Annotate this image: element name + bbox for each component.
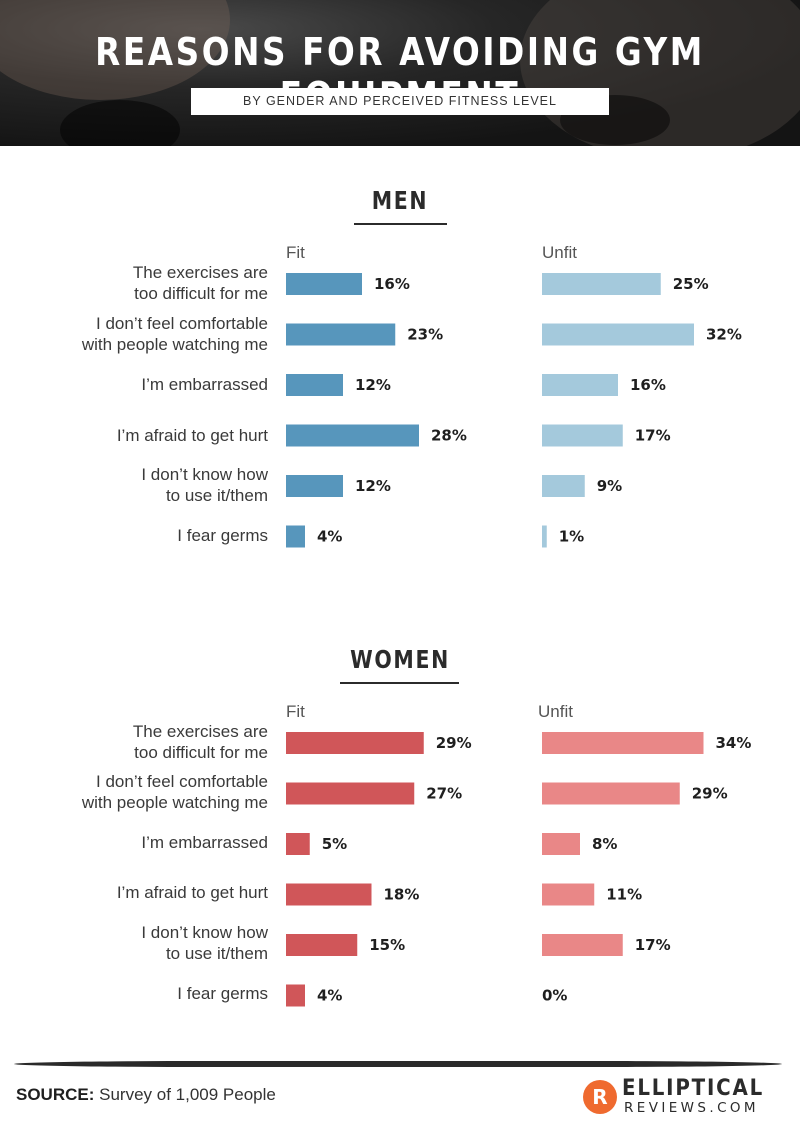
men-unfit-bar-1: [542, 273, 661, 295]
men-category-label-6: I fear germs: [177, 526, 268, 545]
women-unfit-value-label-5: 17%: [635, 936, 671, 954]
source-note: SOURCE: Survey of 1,009 People: [16, 1085, 276, 1105]
men-fit-bar-1: [286, 273, 362, 295]
men-unfit-bar-3: [542, 374, 618, 396]
men-unfit-value-label-5: 9%: [597, 477, 622, 495]
men-section-title: MEN: [371, 186, 429, 215]
women-category-label-4: I’m afraid to get hurt: [116, 883, 268, 902]
logo-wordmark-top: ELLIPTICAL: [622, 1076, 764, 1101]
women-fit-bar-6: [286, 984, 305, 1007]
men-fit-value-label-3: 12%: [355, 376, 391, 394]
men-unfit-value-label-1: 25%: [673, 275, 709, 293]
men-fit-bar-2: [286, 323, 396, 346]
women-fit-value-label-6: 4%: [317, 987, 342, 1005]
men-unfit-value-label-4: 17%: [635, 427, 671, 445]
women-fit-value-label-3: 5%: [322, 835, 347, 853]
women-fit-value-label-5: 15%: [369, 936, 405, 954]
women-title-underline: [340, 682, 459, 684]
women-fit-column-label: Fit: [286, 702, 305, 721]
logo-icon: R: [583, 1080, 617, 1114]
women-unfit-bar-4: [542, 883, 595, 906]
footer-divider: [14, 1061, 782, 1067]
men-unfit-bar-4: [542, 424, 623, 447]
men-fit-value-label-2: 23%: [407, 326, 443, 344]
source-text: Survey of 1,009 People: [94, 1085, 276, 1104]
women-fit-bar-5: [286, 934, 358, 956]
header-banner: REASONS FOR AVOIDING GYM EQUIPMENT BY GE…: [0, 0, 800, 146]
women-category-label-6: I fear germs: [177, 984, 268, 1003]
women-fit-value-label-4: 18%: [384, 886, 420, 904]
women-fit-bar-1: [286, 732, 424, 754]
women-unfit-bar-2: [542, 782, 680, 805]
men-unfit-bar-2: [542, 323, 694, 346]
women-unfit-bar-1: [542, 732, 704, 754]
men-fit-bar-3: [286, 374, 343, 396]
men-unfit-value-label-3: 16%: [630, 376, 666, 394]
women-unfit-bar-3: [542, 833, 580, 855]
women-category-label-3: I’m embarrassed: [141, 833, 268, 852]
women-unfit-bar-5: [542, 934, 623, 956]
logo-wordmark-bottom: REVIEWS.COM: [624, 1100, 759, 1116]
men-category-label-1: The exercises are too difficult for me: [132, 263, 268, 303]
men-fit-value-label-1: 16%: [374, 275, 410, 293]
men-fit-bar-5: [286, 475, 343, 497]
men-fit-column-label: Fit: [286, 243, 305, 262]
men-title-underline: [354, 223, 447, 225]
men-fit-value-label-4: 28%: [431, 427, 467, 445]
men-fit-value-label-5: 12%: [355, 477, 391, 495]
source-label: SOURCE:: [16, 1085, 95, 1104]
men-fit-bar-6: [286, 525, 305, 548]
men-fit-bar-4: [286, 424, 419, 447]
women-unfit-value-label-1: 34%: [716, 734, 752, 752]
women-unfit-value-label-4: 11%: [606, 886, 642, 904]
men-unfit-column-label: Unfit: [542, 243, 577, 262]
women-unfit-value-label-3: 8%: [592, 835, 617, 853]
women-fit-bar-3: [286, 833, 310, 855]
women-category-label-5: I don’t know how to use it/them: [141, 923, 268, 963]
women-unfit-column-label: Unfit: [538, 702, 573, 721]
women-section-title: WOMEN: [350, 645, 450, 674]
men-unfit-bar-5: [542, 475, 585, 497]
men-unfit-bar-6: [542, 525, 547, 548]
women-fit-value-label-2: 27%: [426, 785, 462, 803]
men-category-label-5: I don’t know how to use it/them: [141, 465, 268, 505]
page-title: REASONS FOR AVOIDING GYM EQUIPMENT: [95, 30, 705, 118]
men-unfit-value-label-6: 1%: [559, 528, 584, 546]
women-fit-bar-4: [286, 883, 372, 906]
men-category-label-3: I’m embarrassed: [141, 375, 268, 394]
men-category-label-4: I’m afraid to get hurt: [116, 426, 268, 445]
women-fit-bar-2: [286, 782, 415, 805]
women-fit-value-label-1: 29%: [436, 734, 472, 752]
men-category-label-2: I don’t feel comfortable with people wat…: [81, 314, 268, 354]
women-unfit-value-label-2: 29%: [692, 785, 728, 803]
women-category-label-1: The exercises are too difficult for me: [132, 722, 268, 762]
women-category-label-2: I don’t feel comfortable with people wat…: [81, 772, 268, 812]
women-unfit-value-label-6: 0%: [542, 987, 567, 1005]
men-unfit-value-label-2: 32%: [706, 326, 742, 344]
men-fit-value-label-6: 4%: [317, 528, 342, 546]
page-subtitle: BY GENDER AND PERCEIVED FITNESS LEVEL: [191, 88, 609, 115]
